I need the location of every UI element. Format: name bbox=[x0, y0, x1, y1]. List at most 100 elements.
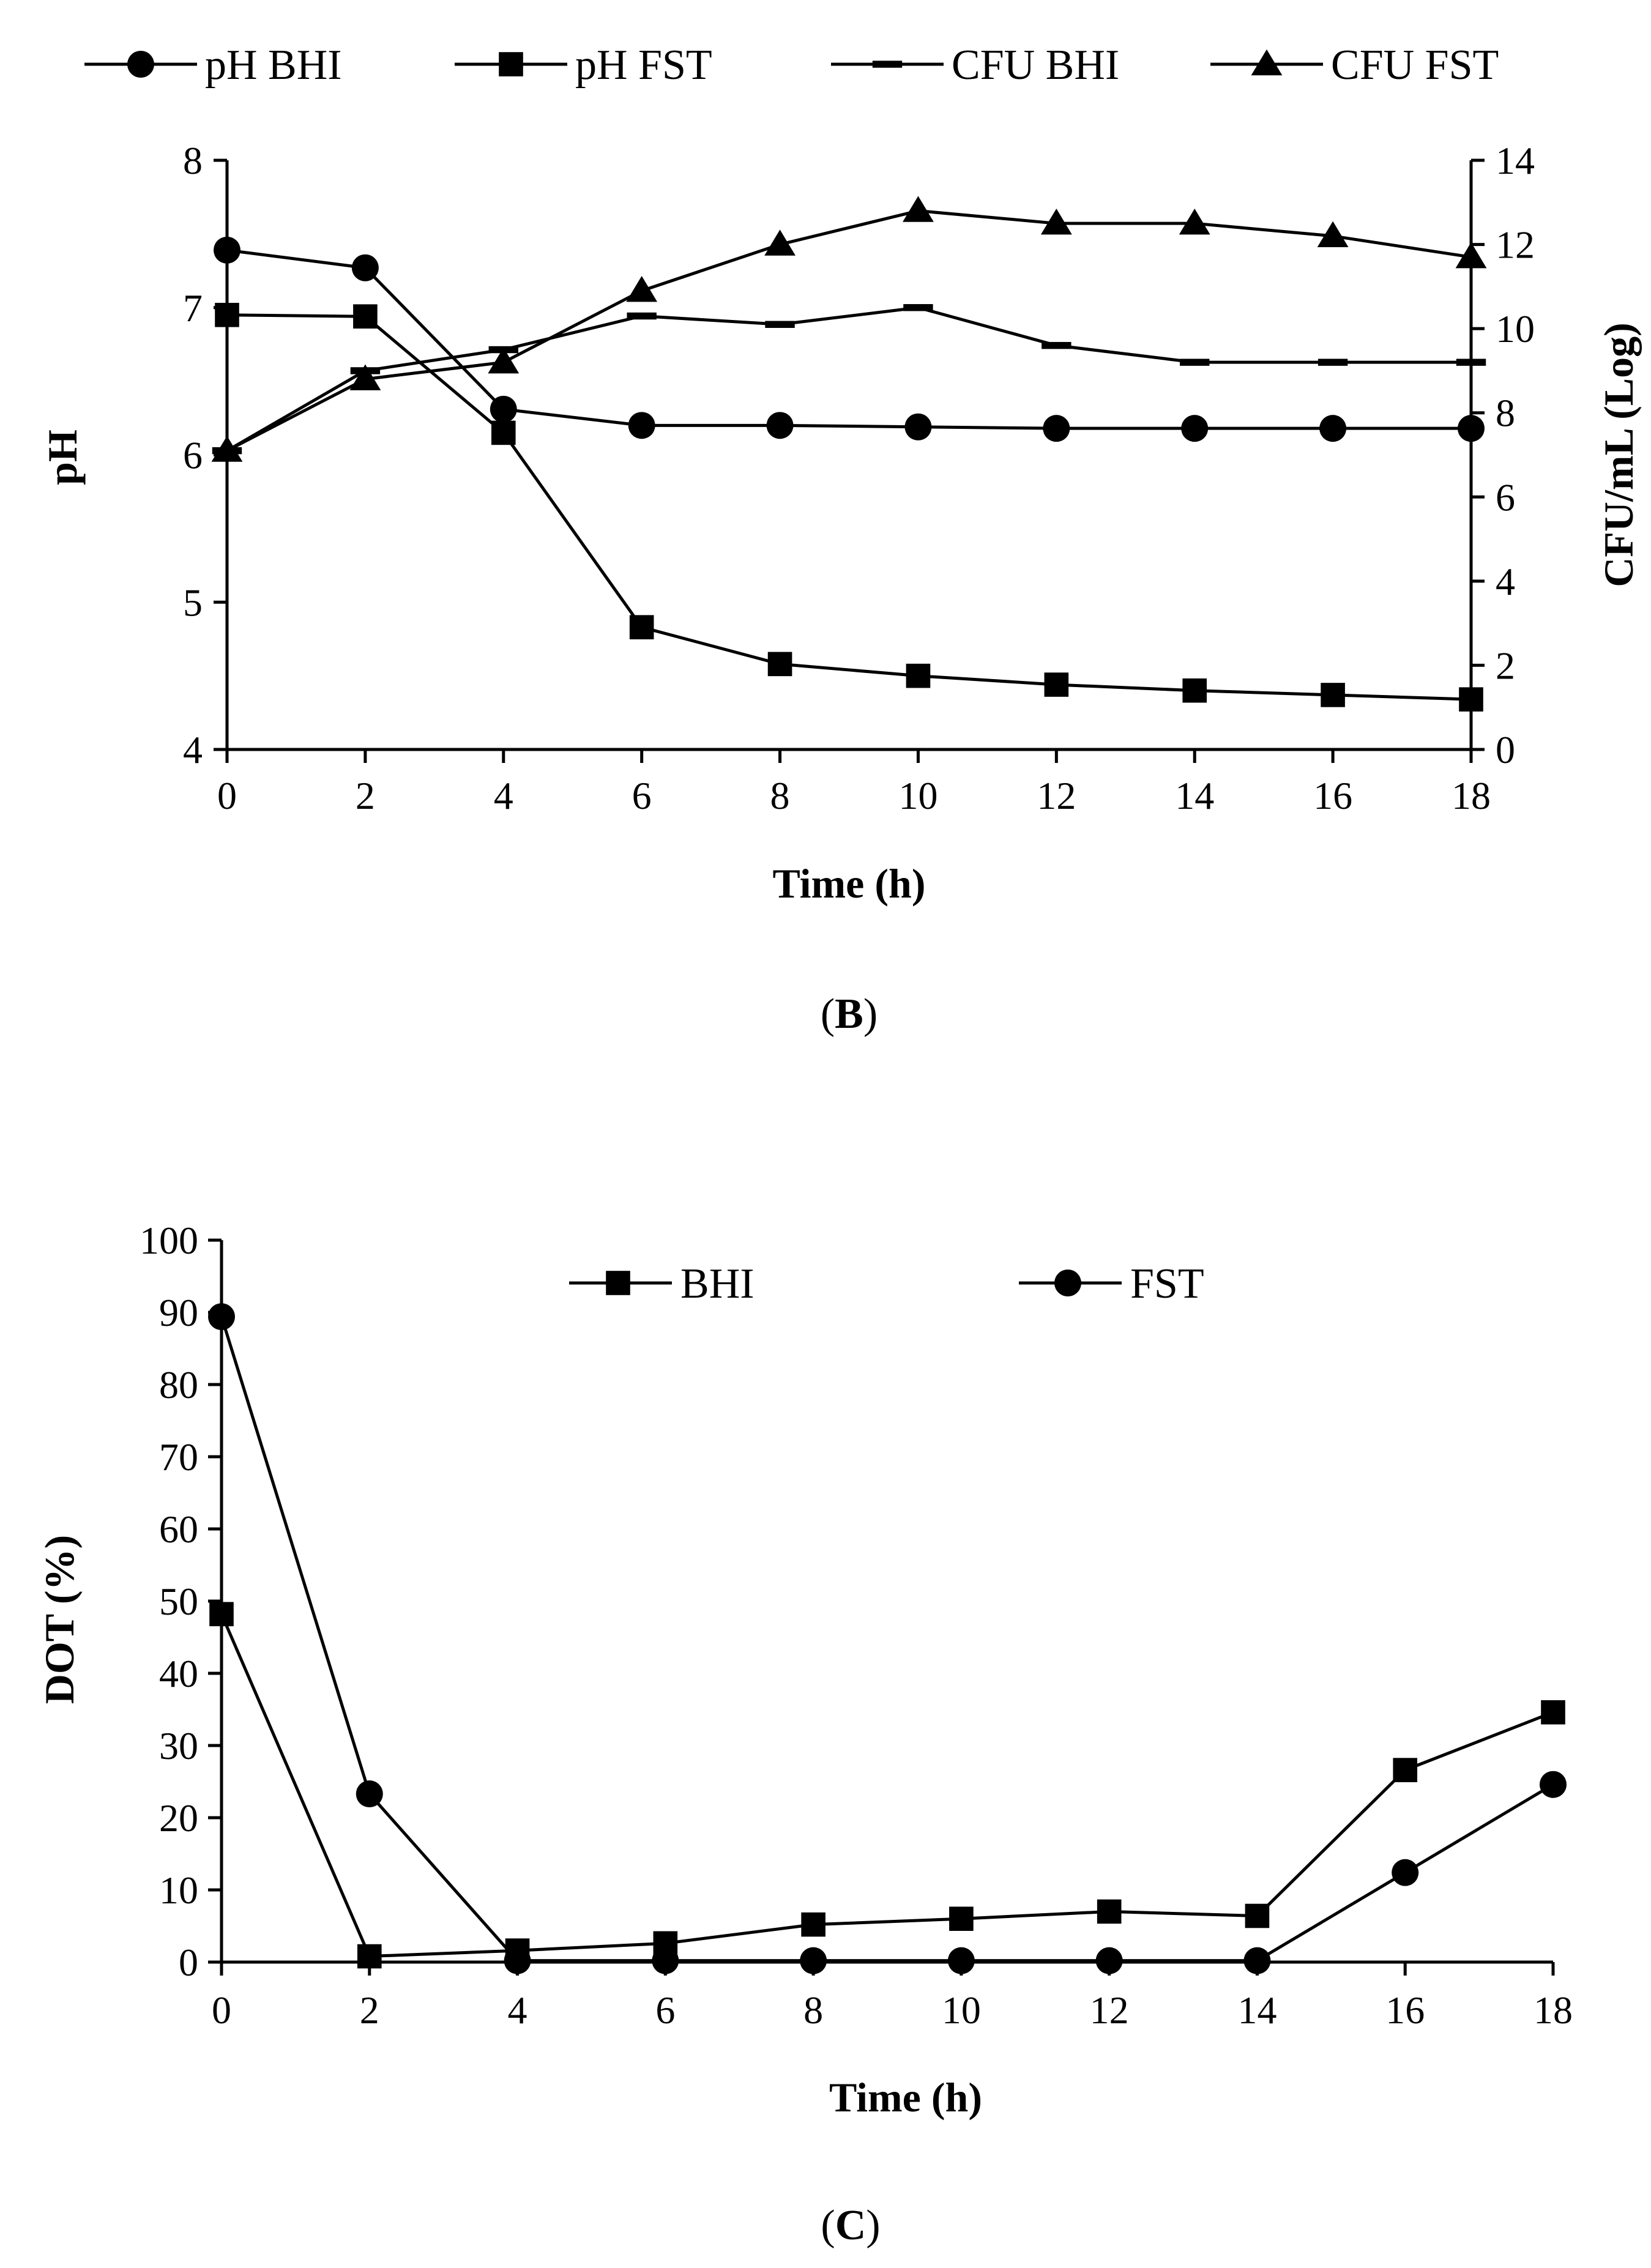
data-point-ph-fst bbox=[1044, 672, 1069, 697]
x-tick-label: 14 bbox=[1175, 774, 1214, 817]
data-point-cfu-bhi bbox=[765, 321, 795, 328]
y2-tick-label: 6 bbox=[1496, 475, 1515, 519]
y-tick-label: 60 bbox=[159, 1508, 198, 1551]
legend-marker bbox=[127, 51, 154, 78]
series-line-cfu-bhi bbox=[226, 306, 1471, 452]
legend-marker bbox=[872, 61, 903, 68]
data-point-ph-fst bbox=[906, 663, 931, 688]
data-point-ph-fst bbox=[767, 652, 792, 677]
panel-letter: C bbox=[835, 2202, 866, 2249]
y2-tick-label: 10 bbox=[1496, 307, 1535, 351]
legend-marker bbox=[1054, 1270, 1081, 1296]
data-point-bhi bbox=[209, 1602, 234, 1627]
data-point-ph-bhi bbox=[1043, 415, 1070, 442]
data-point-fst bbox=[1095, 1947, 1123, 1974]
y2-axis-title: CFU/mL (Log) bbox=[1595, 322, 1642, 587]
data-point-bhi bbox=[949, 1906, 974, 1931]
data-point-fst bbox=[504, 1947, 531, 1974]
y-tick-label: 100 bbox=[140, 1219, 198, 1262]
y-tick-label: 10 bbox=[159, 1868, 198, 1912]
data-point-fst bbox=[1243, 1947, 1271, 1974]
data-point-ph-bhi bbox=[1319, 415, 1347, 442]
series-line-ph-fst bbox=[226, 313, 1472, 701]
series-line-ph-bhi bbox=[226, 248, 1471, 430]
data-point-fst bbox=[800, 1947, 827, 1974]
panel-letter: B bbox=[835, 991, 863, 1038]
y-tick-label: 30 bbox=[159, 1724, 198, 1768]
data-point-ph-bhi bbox=[766, 412, 794, 439]
data-point-ph-bhi bbox=[490, 395, 517, 423]
data-point-cfu-fst bbox=[1040, 208, 1072, 235]
x-tick-label: 10 bbox=[898, 774, 937, 817]
data-point-cfu-bhi bbox=[1317, 359, 1348, 366]
y-tick-label: 8 bbox=[183, 139, 203, 182]
data-point-cfu-fst bbox=[764, 229, 796, 256]
data-point-ph-fst bbox=[491, 420, 516, 445]
data-point-cfu-fst bbox=[211, 436, 243, 462]
data-point-cfu-bhi bbox=[1180, 359, 1210, 366]
legend-label: FST bbox=[1130, 1260, 1204, 1307]
x-tick-label: 16 bbox=[1313, 774, 1352, 817]
x-tick-label: 10 bbox=[942, 1988, 981, 2032]
y-tick-label: 0 bbox=[179, 1941, 198, 1984]
data-point-cfu-fst bbox=[1455, 242, 1487, 269]
x-tick-label: 14 bbox=[1237, 1988, 1276, 2032]
panel-b-chart: 4 5 6 7 8 0 2 4 6 8 10 12 14 0 2 4 6 8 10 12 14 16 18 Time (h) p… bbox=[39, 42, 1642, 1038]
legend-marker bbox=[1251, 49, 1283, 76]
data-point-ph-fst bbox=[629, 615, 654, 639]
y2-tick-label: 4 bbox=[1496, 560, 1515, 603]
data-point-ph-bhi bbox=[1458, 415, 1485, 442]
legend-label: pH FST bbox=[575, 42, 712, 89]
legend-label: pH BHI bbox=[205, 42, 342, 89]
data-point-cfu-bhi bbox=[903, 304, 933, 311]
data-point-fst bbox=[947, 1947, 975, 1974]
x-tick-label: 18 bbox=[1452, 774, 1491, 817]
y2-tick-label: 12 bbox=[1496, 223, 1535, 267]
data-point-cfu-fst bbox=[1317, 221, 1349, 247]
data-point-bhi bbox=[1393, 1758, 1418, 1782]
data-point-bhi bbox=[801, 1912, 826, 1937]
data-point-cfu-fst bbox=[903, 196, 934, 222]
legend-marker bbox=[499, 52, 523, 76]
panel-label: (C) bbox=[821, 2202, 880, 2249]
x-tick-label: 0 bbox=[217, 774, 237, 817]
x-tick-label: 12 bbox=[1037, 774, 1076, 817]
data-point-ph-bhi bbox=[904, 413, 932, 441]
legend-label: CFU BHI bbox=[952, 42, 1119, 89]
data-point-bhi bbox=[1541, 1700, 1565, 1725]
y-tick-label: 90 bbox=[159, 1291, 198, 1334]
x-axis-title: Time (h) bbox=[773, 860, 926, 907]
data-point-ph-fst bbox=[1321, 683, 1345, 707]
data-point-cfu-bhi bbox=[627, 312, 657, 320]
x-tick-label: 6 bbox=[632, 774, 652, 817]
y-tick-label: 5 bbox=[183, 581, 203, 624]
data-point-bhi bbox=[1245, 1903, 1270, 1928]
x-axis-title: Time (h) bbox=[829, 2074, 982, 2121]
data-point-ph-bhi bbox=[214, 236, 240, 264]
x-tick-label: 2 bbox=[360, 1988, 379, 2032]
x-tick-label: 4 bbox=[494, 774, 513, 817]
y-axis-title: pH bbox=[39, 429, 86, 485]
y-tick-label: 20 bbox=[159, 1796, 198, 1840]
data-point-fst bbox=[652, 1947, 679, 1974]
x-tick-label: 6 bbox=[655, 1988, 675, 2032]
data-point-cfu-fst bbox=[1179, 208, 1210, 235]
y2-tick-label: 0 bbox=[1496, 728, 1515, 771]
data-point-fst bbox=[356, 1780, 383, 1808]
data-point-fst bbox=[1392, 1859, 1419, 1886]
x-tick-label: 8 bbox=[803, 1988, 823, 2032]
data-point-ph-bhi bbox=[628, 412, 655, 439]
series-line-fst bbox=[220, 1316, 1554, 1963]
y-tick-label: 7 bbox=[183, 286, 203, 330]
panel-label: (B) bbox=[821, 991, 878, 1038]
data-point-ph-bhi bbox=[351, 254, 379, 281]
series-line-cfu-fst bbox=[226, 209, 1472, 452]
data-point-ph-bhi bbox=[1181, 415, 1209, 442]
panel-c-chart: 0 10 20 30 40 50 60 70 80 90 100 0 2 4 6 8 10 12 14 16 18 Tim… bbox=[36, 1219, 1573, 2249]
data-point-cfu-fst bbox=[488, 347, 520, 374]
y-tick-label: 50 bbox=[159, 1580, 198, 1623]
data-point-bhi bbox=[1097, 1899, 1122, 1924]
y-tick-label: 40 bbox=[159, 1652, 198, 1695]
x-tick-label: 18 bbox=[1534, 1988, 1573, 2032]
